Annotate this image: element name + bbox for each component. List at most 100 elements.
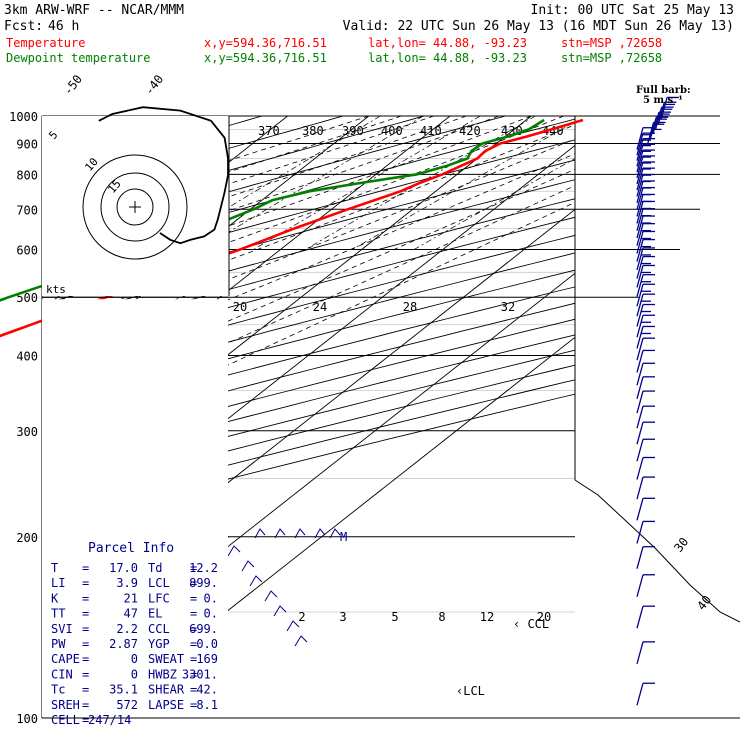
parcel-info-cell: 12.2 (189, 561, 218, 575)
legend-temperature-stn: stn=MSP ,72658 (561, 36, 662, 50)
wind-barb (636, 132, 644, 156)
theta-label: 390 (342, 124, 364, 138)
parcel-info-cell: LFC (148, 591, 170, 605)
wind-barb (636, 274, 644, 297)
isotherm-line (42, 116, 613, 718)
parcel-info-cell: YGP (148, 637, 170, 651)
wind-barb (636, 338, 644, 361)
dry-adiabat-line (42, 234, 575, 377)
mixing-ratio-line (352, 116, 586, 250)
parcel-info-cell: CIN (51, 667, 73, 681)
parcel-info-cell: = (190, 576, 197, 590)
legend-dewpoint-latlon: lat,lon= 44.88, -93.23 (368, 51, 527, 65)
wind-barb (636, 149, 644, 173)
wind-barb (636, 439, 644, 462)
mixing-ratio-label-upper: 32 (501, 300, 515, 314)
profile-wind-barb (254, 528, 266, 539)
wind-barb (636, 315, 644, 338)
pressure-tick-label: 900 (16, 138, 38, 152)
parcel-info-cell: 21 (124, 591, 138, 605)
m-marker: M (340, 530, 347, 544)
right-edge-line (574, 479, 740, 623)
wind-barb (636, 498, 644, 521)
parcel-info-cell: SVI (51, 622, 73, 636)
wind-barb (660, 97, 668, 120)
dry-adiabat-line (42, 269, 575, 410)
parcel-info-cell: = (190, 561, 197, 575)
moist-adiabat-line (42, 116, 597, 538)
wind-barb (636, 406, 644, 429)
parcel-info-cell: = (82, 698, 89, 712)
lcl-marker: ‹LCL (456, 684, 485, 698)
parcel-info-cell: K (51, 591, 59, 605)
parcel-info-cell: = (82, 637, 89, 651)
wind-barb (636, 605, 644, 629)
wind-barb (636, 201, 644, 224)
valid-time: Valid: 22 UTC Sun 26 May 13 (16 MDT Sun … (343, 19, 734, 34)
parcel-info-cell: TT (51, 607, 65, 621)
pressure-tick-label: 500 (16, 291, 38, 305)
parcel-info-cell: SREH (51, 698, 80, 712)
parcel-info-cell: 3.9 (116, 576, 138, 590)
moist-adiabat-line (42, 116, 402, 538)
wind-barb (649, 117, 657, 140)
wind-barb (636, 215, 644, 239)
mixing-ratio-label-lower: 5 (391, 610, 398, 624)
parcel-info-cell: = (190, 698, 197, 712)
parcel-info-cell: = (190, 622, 197, 636)
parcel-info-cell: HWBZ (148, 667, 177, 681)
pressure-tick-label: 400 (16, 350, 38, 364)
profile-wind-barb (314, 528, 326, 539)
profile-wind-barb (286, 620, 300, 632)
profile-wind-barb (273, 605, 287, 617)
isotherm-label: -50 (61, 72, 85, 98)
profile-wind-barb (274, 528, 286, 539)
parcel-info-cell: SWEAT (148, 652, 184, 666)
wind-barb (636, 363, 644, 386)
mixing-ratio-label-lower: 3 (339, 610, 346, 624)
hodograph-trace (98, 106, 229, 245)
theta-label: 410 (420, 124, 442, 138)
mixing-ratio-label-lower: 20 (537, 610, 551, 624)
wind-barb (636, 476, 644, 500)
parcel-info-cell: SHEAR (148, 683, 185, 697)
mixing-ratio-label-lower: 12 (480, 610, 494, 624)
parcel-info-cell: 699. (189, 622, 218, 636)
wind-barb (636, 144, 644, 167)
legend-dewpoint-xy: x,y=594.36,716.51 (204, 51, 327, 65)
legend-dewpoint: Dewpoint temperature (6, 51, 151, 65)
wind-barb (636, 187, 644, 210)
mixing-ratio-label-lower: 8 (438, 610, 445, 624)
pressure-tick-label: 300 (16, 425, 38, 439)
parcel-info-cell: = (190, 652, 197, 666)
parcel-info-cell: 35.1 (109, 683, 138, 697)
wind-barb (636, 223, 644, 246)
wind-barb (636, 161, 644, 185)
profile-wind-barb (249, 575, 263, 587)
parcel-info-cell: 247/14 (88, 713, 131, 727)
parcel-info-cell: 2.87 (109, 637, 138, 651)
parcel-info-cell: = (82, 667, 89, 681)
wind-barb (636, 174, 644, 197)
pressure-tick-label: 800 (16, 168, 38, 182)
wind-barb (636, 304, 644, 327)
parcel-info-cell: = (190, 667, 197, 681)
parcel-info-cell: = (190, 683, 197, 697)
theta-label: 370 (258, 124, 280, 138)
parcel-info-cell: 2.2 (116, 622, 138, 636)
parcel-info-cell: = (82, 622, 89, 636)
ccl-marker: ‹ CCL (513, 617, 549, 631)
parcel-info-cell: CCL (148, 622, 170, 636)
wind-barb (636, 422, 644, 445)
parcel-info-cell: 0 (131, 667, 138, 681)
isotherm-line (42, 116, 370, 718)
parcel-info-cell: 17.0 (109, 561, 138, 575)
parcel-info-cell: = (190, 607, 197, 621)
wind-barb (636, 155, 644, 179)
parcel-info-cell: = (82, 713, 89, 727)
wind-barb (636, 390, 644, 414)
wind-barb (652, 111, 660, 135)
parcel-info-cell: 47 (124, 607, 138, 621)
